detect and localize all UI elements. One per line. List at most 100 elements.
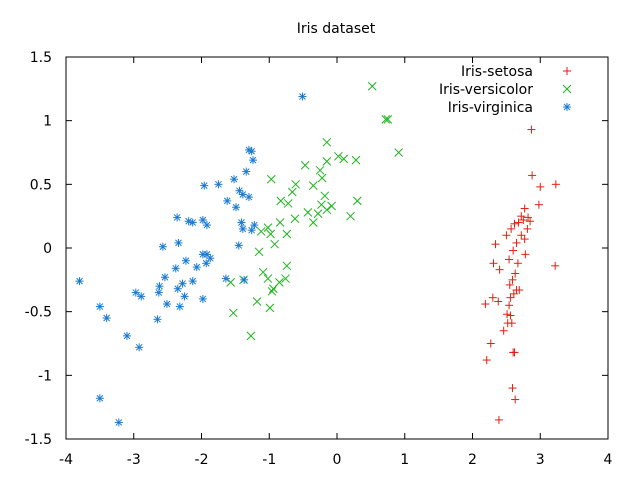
data-point — [175, 302, 184, 311]
data-point — [238, 190, 247, 199]
data-point — [534, 200, 543, 209]
x-tick-label: -4 — [59, 452, 73, 468]
legend-marker — [563, 67, 571, 75]
data-point — [346, 211, 355, 221]
data-point — [160, 273, 169, 282]
data-point — [507, 224, 516, 233]
data-point — [536, 182, 545, 191]
data-point — [254, 247, 264, 257]
y-tick-label: 0 — [43, 241, 52, 257]
data-point — [256, 227, 266, 236]
data-point — [291, 179, 301, 189]
data-point — [247, 226, 256, 235]
data-point — [287, 187, 297, 197]
data-point — [268, 284, 278, 294]
data-point — [298, 92, 307, 101]
data-point — [367, 81, 377, 91]
data-point — [155, 282, 164, 291]
data-point — [202, 221, 211, 230]
data-point — [162, 300, 171, 309]
data-point — [320, 191, 330, 201]
data-point — [244, 193, 253, 202]
data-point — [315, 165, 325, 175]
data-point — [137, 292, 146, 301]
data-point — [505, 255, 514, 264]
y-tick-label: 1.5 — [30, 50, 52, 66]
data-point — [180, 292, 189, 301]
data-point — [281, 274, 290, 283]
data-point — [520, 235, 529, 244]
data-point — [313, 209, 323, 218]
data-point — [240, 275, 249, 284]
data-point — [488, 293, 497, 302]
data-point — [351, 155, 361, 165]
data-point — [114, 418, 123, 427]
data-point — [221, 274, 230, 283]
data-point — [494, 297, 503, 306]
data-point — [223, 196, 232, 205]
data-point — [494, 415, 503, 424]
y-tick-label: -1.5 — [25, 432, 52, 448]
x-tick-label: -2 — [195, 452, 209, 468]
data-point — [252, 297, 262, 306]
data-point — [513, 259, 522, 268]
data-point — [265, 303, 275, 313]
data-point — [242, 167, 251, 176]
data-point — [263, 274, 273, 283]
data-point — [250, 221, 259, 230]
data-point — [499, 326, 508, 335]
data-point — [489, 259, 498, 268]
series-iris-virginica — [75, 92, 307, 427]
data-point — [507, 319, 516, 328]
data-point — [503, 310, 512, 319]
data-point — [517, 212, 526, 221]
data-point — [275, 218, 285, 227]
data-point — [322, 137, 332, 147]
legend-marker — [562, 84, 572, 94]
data-point — [517, 231, 526, 240]
chart-title: Iris dataset — [297, 21, 376, 37]
data-point — [75, 277, 84, 286]
legend-label: Iris-virginica — [448, 100, 533, 116]
data-point — [327, 201, 336, 211]
data-point — [508, 275, 517, 284]
data-point — [322, 157, 332, 166]
data-point — [521, 250, 530, 259]
data-point — [486, 339, 495, 348]
data-point — [505, 280, 514, 289]
data-point — [508, 384, 517, 393]
legend-label: Iris-versicolor — [439, 82, 533, 98]
data-point — [481, 300, 490, 309]
data-point — [290, 214, 300, 224]
data-point — [198, 294, 207, 303]
data-point — [226, 278, 235, 287]
data-point — [198, 215, 207, 224]
data-point — [174, 238, 183, 247]
legend-label: Iris-setosa — [461, 64, 533, 80]
data-point — [339, 154, 349, 164]
data-point — [158, 242, 167, 251]
data-point — [352, 196, 362, 206]
data-point — [171, 264, 180, 273]
data-point — [173, 213, 182, 222]
data-point — [300, 160, 310, 170]
x-tick-label: -3 — [127, 452, 141, 468]
data-point — [509, 246, 518, 255]
data-point — [334, 151, 343, 161]
data-point — [520, 204, 529, 213]
x-tick-label: 4 — [604, 452, 613, 468]
data-point — [510, 348, 519, 357]
data-point — [502, 231, 511, 240]
x-tick-label: 2 — [468, 452, 477, 468]
data-point — [509, 289, 518, 298]
data-point — [482, 356, 491, 365]
data-point — [495, 265, 504, 274]
data-point — [551, 180, 560, 189]
legend-marker — [563, 103, 571, 111]
data-point — [506, 311, 515, 320]
data-point — [181, 256, 190, 265]
data-point — [270, 239, 280, 249]
data-point — [394, 148, 404, 157]
